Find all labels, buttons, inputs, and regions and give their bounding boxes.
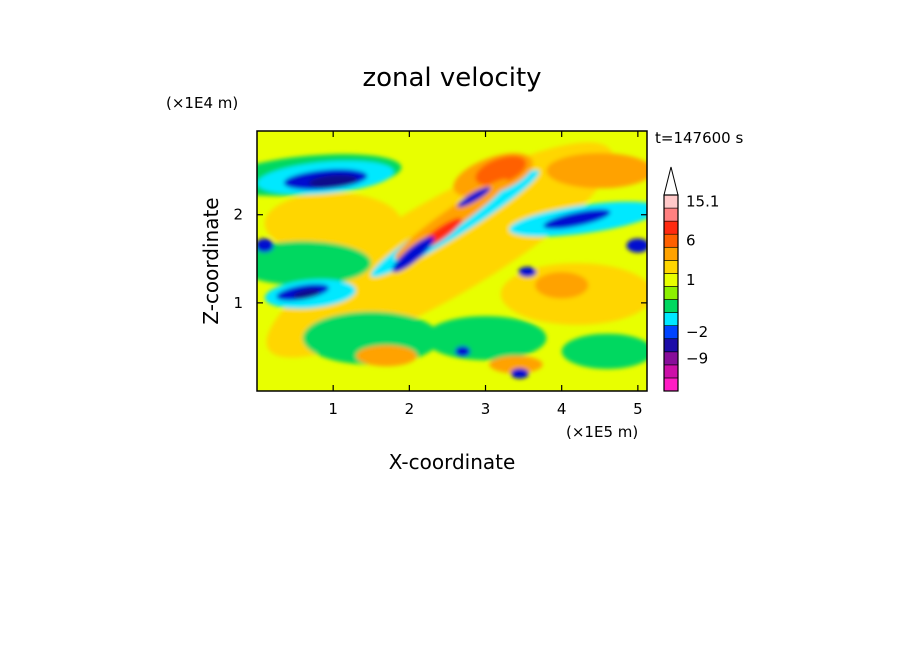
- colorbar-segment: [663, 338, 679, 353]
- contour-region: [489, 355, 543, 374]
- time-label: t=147600 s: [655, 129, 743, 147]
- contour-region: [543, 209, 611, 230]
- contour-region: [626, 238, 647, 253]
- colorbar-segment: [663, 273, 679, 287]
- contour-region: [561, 333, 647, 369]
- x-tick-label: 1: [328, 400, 338, 418]
- colorbar-segment: [663, 312, 679, 326]
- contour-region: [475, 155, 527, 186]
- x-axis: 1 2 3 4 5: [328, 131, 643, 418]
- contour-region: [457, 186, 491, 208]
- contour-region: [257, 238, 274, 253]
- colorbar-extend-arrow: [663, 166, 679, 196]
- plot-frame: [256, 130, 648, 392]
- colorbar-segment: [663, 260, 679, 274]
- x-tick-label: 3: [481, 400, 491, 418]
- x-tick-label: 5: [633, 400, 643, 418]
- contour-region: [266, 142, 614, 358]
- contour-region: [455, 346, 471, 357]
- colorbar-segment: [663, 246, 679, 261]
- colorbar-segment: [663, 325, 679, 340]
- colorbar-segment: [663, 286, 679, 300]
- colorbar-frame: [663, 194, 679, 392]
- colorbar-segment: [663, 364, 679, 379]
- contour-region: [392, 236, 435, 273]
- colorbar-segment: [663, 299, 679, 313]
- x-axis-label: X-coordinate: [389, 450, 516, 474]
- contour-region: [308, 174, 358, 188]
- contour-region: [292, 289, 321, 300]
- x-unit-label: (×1E5 m): [566, 423, 638, 441]
- colorbar-segment: [663, 220, 679, 235]
- contour-region: [535, 272, 589, 299]
- contour-region: [424, 316, 547, 361]
- y-axis-label: Z-coordinate: [199, 197, 223, 324]
- colorbar-segment: [663, 207, 679, 222]
- x-tick-label: 2: [405, 400, 415, 418]
- contour-region: [518, 266, 537, 278]
- contour-region: [510, 368, 529, 379]
- colorbar-label: 15.1: [686, 193, 719, 211]
- colorbar-segment: [663, 351, 679, 366]
- colorbar-label: −2: [686, 323, 708, 341]
- colorbar-segment: [663, 377, 679, 392]
- field-blobs: [257, 142, 647, 379]
- y-tick-label: 2: [233, 206, 243, 224]
- contour-region: [264, 192, 402, 255]
- colorbar-label: 1: [686, 271, 696, 289]
- chart-title: zonal velocity: [362, 63, 541, 93]
- colorbar-label: −9: [686, 349, 708, 367]
- y-unit-label: (×1E4 m): [166, 94, 238, 112]
- contour-region: [257, 241, 372, 286]
- colorbar-label: 6: [686, 232, 696, 250]
- x-tick-label: 4: [557, 400, 567, 418]
- contour-region: [546, 153, 647, 189]
- contour-region: [356, 345, 417, 367]
- colorbar-segment: [663, 233, 679, 248]
- colorbar-segment: [663, 194, 679, 209]
- y-tick-label: 1: [233, 294, 243, 312]
- y-axis: 12: [233, 206, 647, 312]
- contour-field: [257, 131, 647, 391]
- colorbar: −9 −2 1 6 15.1: [663, 166, 719, 392]
